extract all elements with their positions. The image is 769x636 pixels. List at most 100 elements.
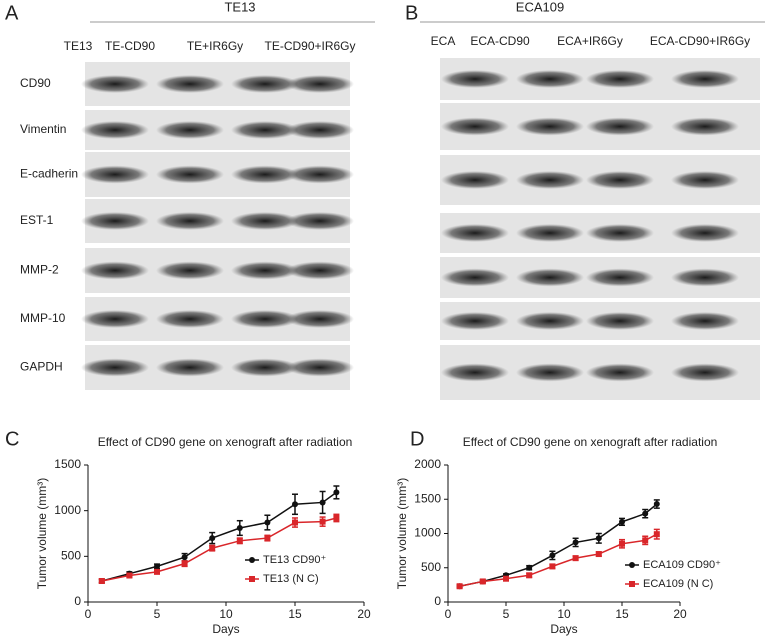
lane-label: ECA+IR6Gy bbox=[557, 34, 623, 48]
blot-band bbox=[516, 312, 584, 330]
marker bbox=[642, 510, 649, 517]
blot-band bbox=[671, 117, 739, 136]
marker bbox=[209, 545, 216, 552]
marker bbox=[549, 563, 556, 570]
series-line bbox=[101, 517, 337, 582]
marker bbox=[653, 531, 660, 538]
marker bbox=[503, 575, 509, 582]
marker bbox=[209, 535, 216, 542]
blot-band bbox=[156, 75, 224, 93]
series-line bbox=[459, 533, 658, 587]
blot-band bbox=[156, 121, 224, 139]
blot-band bbox=[81, 75, 149, 93]
blot-band bbox=[81, 212, 149, 230]
blot-band bbox=[81, 261, 149, 280]
blot-band bbox=[671, 171, 739, 189]
lane-label: ECA bbox=[431, 34, 456, 48]
blot-band bbox=[441, 117, 509, 136]
blot-band bbox=[81, 358, 149, 377]
marker bbox=[479, 578, 486, 585]
marker bbox=[292, 501, 298, 508]
blot-band bbox=[286, 310, 354, 328]
y-tick-label: 1500 bbox=[414, 491, 441, 505]
blot-band bbox=[156, 212, 224, 230]
legend-label: ECA109 CD90⁺ bbox=[643, 559, 721, 571]
row-label: GAPDH bbox=[20, 360, 63, 374]
blot-band bbox=[231, 310, 299, 328]
blot-band bbox=[586, 268, 654, 287]
marker bbox=[236, 537, 243, 544]
legend-marker bbox=[249, 576, 255, 582]
blot-band bbox=[286, 75, 354, 93]
legend-marker bbox=[249, 557, 255, 563]
row-label: E-cadherin bbox=[20, 167, 78, 181]
lane-label: TE+IR6Gy bbox=[187, 39, 243, 53]
x-tick-label: 15 bbox=[288, 607, 302, 621]
blot-band bbox=[286, 165, 354, 184]
blot-band bbox=[516, 70, 584, 88]
blot-band bbox=[286, 358, 354, 377]
marker bbox=[264, 535, 271, 542]
marker bbox=[333, 489, 340, 496]
blot-band bbox=[81, 165, 149, 184]
legend-marker bbox=[629, 562, 635, 568]
series-line bbox=[459, 503, 658, 587]
marker bbox=[98, 577, 105, 584]
marker bbox=[619, 518, 625, 525]
panel-letter: B bbox=[405, 2, 418, 24]
panel-letter: A bbox=[5, 2, 19, 24]
row-label: CD90 bbox=[20, 76, 51, 90]
blot-band bbox=[671, 70, 739, 88]
x-tick-label: 0 bbox=[85, 607, 92, 621]
blot-band bbox=[516, 171, 584, 189]
marker bbox=[292, 519, 298, 526]
x-tick-label: 0 bbox=[445, 607, 452, 621]
x-axis-label: Days bbox=[550, 622, 577, 636]
marker bbox=[319, 499, 326, 506]
row-label: Vimentin bbox=[20, 122, 66, 136]
blot-band bbox=[671, 363, 739, 382]
panel-title: ECA109 bbox=[516, 0, 564, 14]
marker bbox=[264, 519, 271, 526]
legend-label: ECA109 (N C) bbox=[643, 578, 713, 590]
blot-band bbox=[671, 268, 739, 287]
marker bbox=[456, 583, 463, 590]
y-tick-label: 1500 bbox=[54, 457, 81, 471]
legend-label: TE13 CD90⁺ bbox=[263, 554, 326, 566]
lane-label: ECA-CD90+IR6Gy bbox=[650, 34, 750, 48]
row-label: MMP-2 bbox=[20, 263, 59, 277]
blot-band bbox=[81, 310, 149, 328]
x-tick-label: 10 bbox=[219, 607, 233, 621]
y-tick-label: 0 bbox=[74, 594, 81, 608]
blot-band bbox=[586, 171, 654, 189]
marker bbox=[619, 540, 625, 547]
blot-band bbox=[441, 312, 509, 330]
marker bbox=[653, 501, 660, 508]
chart-title: Effect of CD90 gene on xenograft after r… bbox=[463, 435, 718, 449]
blot-band bbox=[516, 268, 584, 287]
blot-band bbox=[441, 224, 509, 242]
panel-title: TE13 bbox=[224, 0, 255, 14]
y-tick-label: 2000 bbox=[414, 457, 441, 471]
blot-band bbox=[441, 70, 509, 88]
blot-band bbox=[516, 363, 584, 382]
y-axis-label: Tumor volume (mm³) bbox=[395, 478, 409, 590]
blot-band bbox=[671, 224, 739, 242]
marker bbox=[154, 563, 160, 570]
blot-band bbox=[156, 358, 224, 377]
lane-label: TE-CD90 bbox=[105, 39, 155, 53]
x-tick-label: 20 bbox=[673, 607, 687, 621]
blot-band bbox=[441, 171, 509, 189]
panel-letter: D bbox=[410, 428, 424, 450]
legend-label: TE13 (N C) bbox=[263, 573, 319, 585]
lane-label: ECA-CD90 bbox=[470, 34, 530, 48]
blot-band bbox=[231, 75, 299, 93]
row-label: MMP-10 bbox=[20, 311, 66, 325]
series-line bbox=[101, 491, 337, 582]
x-axis-label: Days bbox=[212, 622, 239, 636]
blot-band bbox=[156, 261, 224, 280]
blot-band bbox=[516, 224, 584, 242]
x-tick-label: 15 bbox=[615, 607, 629, 621]
row-label: EST-1 bbox=[20, 213, 54, 227]
blot-band bbox=[231, 261, 299, 280]
